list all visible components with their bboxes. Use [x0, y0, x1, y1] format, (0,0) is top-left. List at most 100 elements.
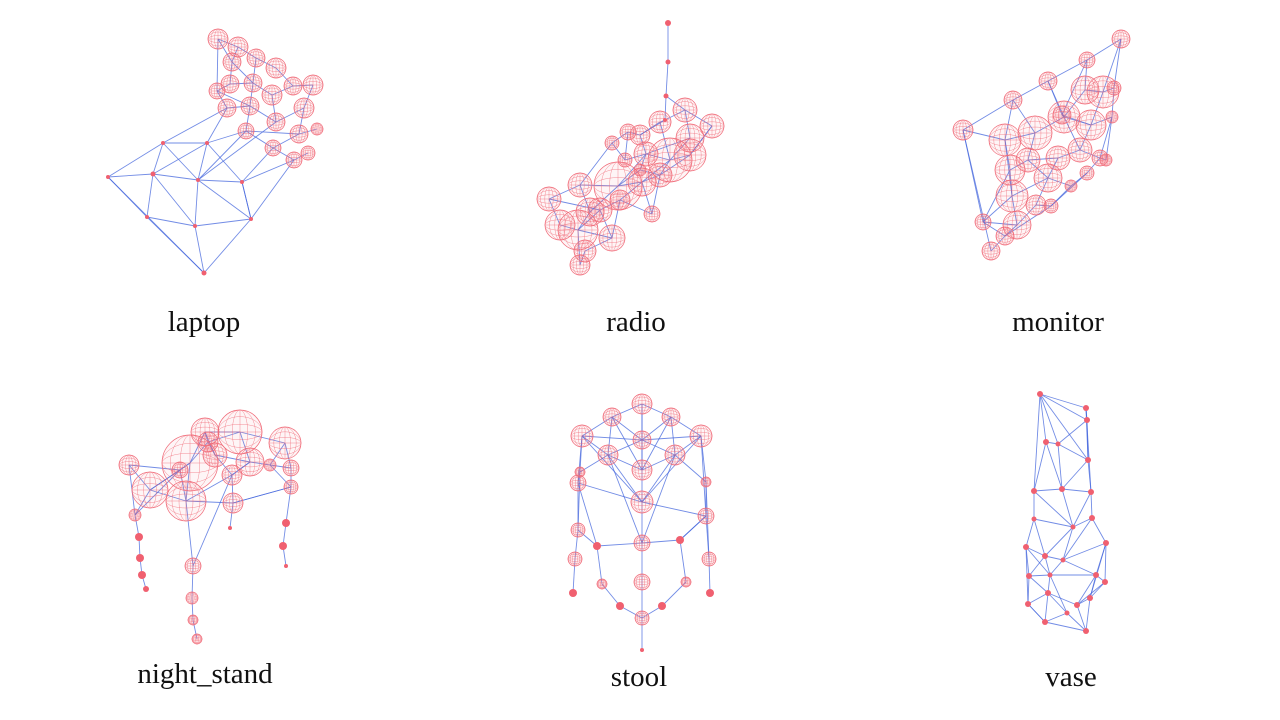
- graph-node: [663, 93, 669, 99]
- graph-edge: [1066, 612, 1087, 632]
- graph-edge: [1047, 177, 1072, 187]
- graph-edge: [641, 174, 661, 183]
- graph-node: [138, 571, 146, 579]
- graph-edge: [146, 173, 154, 218]
- graph-edge: [577, 471, 581, 531]
- graph-edge: [581, 435, 643, 441]
- graph-edge: [1004, 99, 1014, 141]
- graph-node: [665, 20, 671, 26]
- graph-edge: [1044, 526, 1074, 557]
- graph-edge: [217, 38, 233, 63]
- caption-night-stand: night_stand: [137, 658, 273, 690]
- graph-edge: [249, 461, 271, 466]
- graph-edge: [214, 454, 251, 463]
- graph-edge: [669, 154, 691, 161]
- graph-edge: [611, 403, 643, 418]
- graph-edge: [705, 481, 710, 560]
- graph-edge: [684, 109, 713, 127]
- edges-group: [548, 23, 713, 266]
- graph-edge: [617, 181, 643, 187]
- graph-edge: [1090, 491, 1093, 519]
- graph-edge: [581, 416, 613, 437]
- graph-edge: [1105, 116, 1113, 161]
- panel-laptop: laptop: [0, 0, 420, 360]
- graph-edge: [1039, 393, 1089, 461]
- graph-edge: [1025, 546, 1046, 557]
- graph-edge: [1062, 517, 1093, 561]
- graph-edge: [624, 153, 647, 161]
- graph-edge: [1047, 157, 1059, 179]
- graph-edge: [206, 142, 243, 183]
- graph-edge: [192, 474, 233, 567]
- graph-edge: [664, 109, 686, 121]
- graph-edge: [185, 500, 234, 504]
- graph-edge: [284, 442, 292, 469]
- graph-edge: [107, 176, 205, 274]
- graph-edge: [146, 216, 196, 227]
- graph-edge: [245, 105, 251, 132]
- graph-edge: [641, 539, 681, 544]
- caption-laptop: laptop: [167, 306, 241, 338]
- graph-edge: [241, 181, 252, 220]
- graph-monitor: [952, 29, 1131, 261]
- nodes-group: [118, 409, 302, 645]
- graph-edge: [641, 435, 702, 441]
- graph-edge: [577, 209, 601, 231]
- graph-edge: [1028, 575, 1049, 594]
- graph-node: [1042, 553, 1048, 559]
- graph-node: [1059, 486, 1065, 492]
- graph-node: [1093, 572, 1099, 578]
- graph-node: [282, 519, 290, 527]
- graph-edge: [1084, 89, 1104, 93]
- graph-edge: [1033, 518, 1046, 557]
- graph-edge: [1047, 592, 1068, 614]
- graph-edge: [1027, 603, 1046, 623]
- graph-edge: [197, 121, 277, 181]
- graph-edge: [162, 142, 199, 181]
- graph-edge: [229, 502, 234, 529]
- graph-edge: [1044, 612, 1068, 623]
- graph-edge: [665, 61, 669, 97]
- graph-node: [658, 602, 666, 610]
- graph-edge: [1033, 518, 1074, 528]
- graph-node: [1043, 439, 1049, 445]
- graph-node: [135, 533, 143, 541]
- graph-edge: [1072, 491, 1092, 528]
- graph-edge: [1012, 99, 1036, 134]
- graph-edge: [572, 558, 576, 594]
- graph-node: [1088, 489, 1094, 495]
- graph-edge: [579, 142, 613, 186]
- graph-vase: [1023, 391, 1109, 634]
- graph-edge: [962, 129, 992, 252]
- graph-node: [1087, 595, 1093, 601]
- graph-edge: [579, 454, 609, 473]
- graph-edge: [596, 542, 643, 547]
- graph-edge: [659, 121, 671, 161]
- graph-edge: [1076, 604, 1087, 632]
- graph-edge: [611, 199, 621, 239]
- graph-edge: [1062, 559, 1097, 576]
- graph-node: [640, 648, 644, 652]
- graph-edge: [1089, 581, 1106, 599]
- edges-group: [107, 38, 318, 274]
- graph-edge: [1091, 517, 1107, 544]
- graph-edge: [641, 454, 676, 471]
- graph-edge: [203, 218, 252, 274]
- graph-edge: [607, 454, 643, 471]
- graph-edge: [641, 435, 702, 503]
- graph-edge: [1104, 542, 1107, 583]
- graph-node: [193, 224, 197, 228]
- graph-edge: [134, 489, 151, 516]
- graph-node: [1055, 441, 1061, 447]
- graph-edge: [298, 107, 305, 135]
- graph-edge: [611, 416, 643, 441]
- graph-edge: [134, 469, 181, 516]
- graph-edge: [679, 539, 687, 583]
- graph-node: [196, 178, 200, 182]
- graph-edge: [1057, 419, 1088, 445]
- graph-laptop: [106, 28, 324, 276]
- graph-node: [1103, 540, 1109, 546]
- graph-edge: [1039, 393, 1088, 421]
- graph-edge: [1061, 488, 1074, 528]
- graph-edge: [192, 619, 198, 640]
